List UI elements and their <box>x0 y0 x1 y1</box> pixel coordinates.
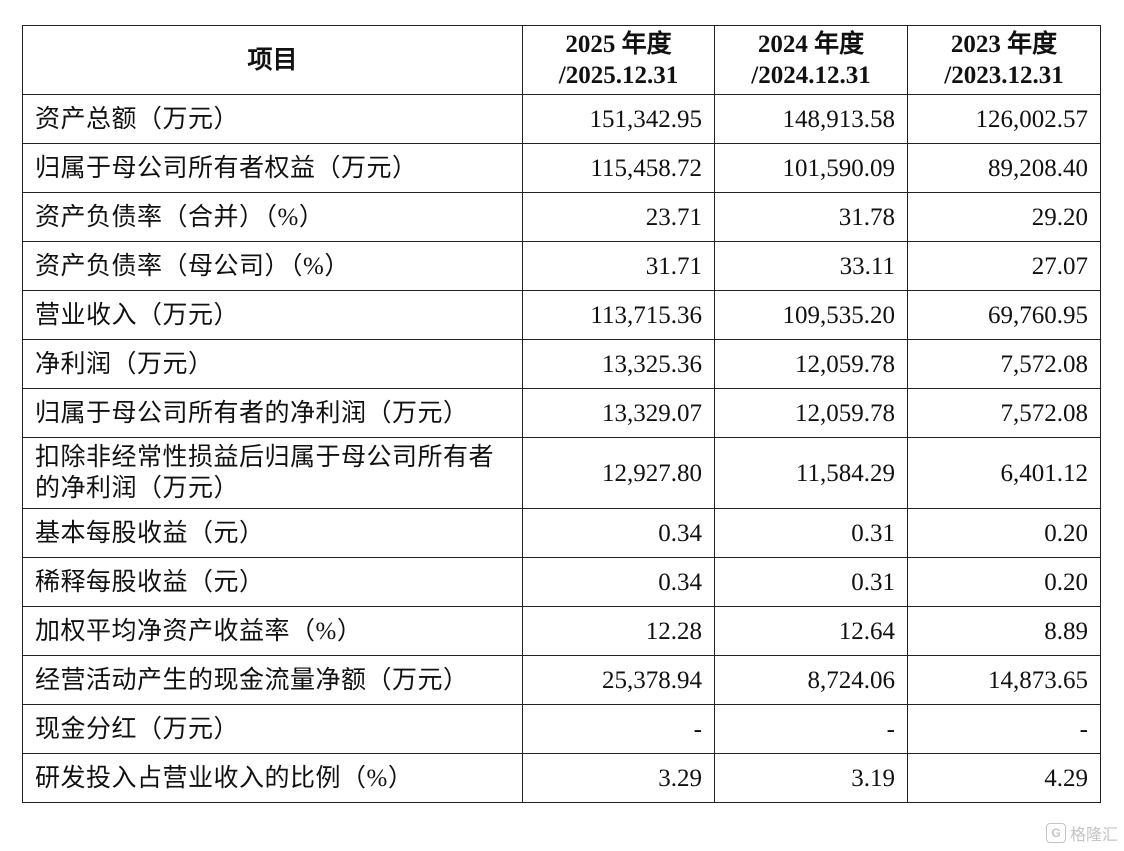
header-2023-date: /2023.12.31 <box>944 62 1064 89</box>
table-header-row: 项目 2025 年度 /2025.12.31 2024 年度 /2024.12.… <box>22 25 1101 95</box>
header-2025-year: 2025 年度 <box>565 31 672 58</box>
table-row: 资产负债率（母公司）（%） 31.71 33.11 27.07 <box>22 241 1101 291</box>
cell-2025: - <box>522 704 715 754</box>
cell-2025: 0.34 <box>522 557 715 607</box>
cell-2025: 12,927.80 <box>522 437 715 509</box>
cell-2025: 25,378.94 <box>522 655 715 705</box>
cell-2024: 8,724.06 <box>714 655 908 705</box>
row-label: 基本每股收益（元） <box>22 508 523 558</box>
row-label: 加权平均净资产收益率（%） <box>22 606 523 656</box>
cell-2023: 14,873.65 <box>907 655 1101 705</box>
cell-2023: 8.89 <box>907 606 1101 656</box>
header-2025: 2025 年度 /2025.12.31 <box>522 25 715 95</box>
watermark-text: 格隆汇 <box>1069 827 1118 844</box>
table-row: 营业收入（万元） 113,715.36 109,535.20 69,760.95 <box>22 290 1101 340</box>
row-label: 资产总额（万元） <box>22 94 523 144</box>
cell-2025: 151,342.95 <box>522 94 715 144</box>
cell-2023: 0.20 <box>907 508 1101 558</box>
cell-2023: 7,572.08 <box>907 339 1101 389</box>
header-2025-date: /2025.12.31 <box>558 62 679 89</box>
cell-2024: 12.64 <box>714 606 908 656</box>
cell-2023: 6,401.12 <box>907 437 1101 509</box>
cell-2023: 29.20 <box>907 192 1101 242</box>
watermark: G 格隆汇 <box>1045 821 1118 845</box>
financial-summary-table: 项目 2025 年度 /2025.12.31 2024 年度 /2024.12.… <box>22 25 1101 803</box>
table-row: 资产负债率（合并）（%） 23.71 31.78 29.20 <box>22 192 1101 242</box>
cell-2023: 126,002.57 <box>907 94 1101 144</box>
table-row: 扣除非经常性损益后归属于母公司所有者的净利润（万元） 12,927.80 11,… <box>22 437 1101 509</box>
row-label: 净利润（万元） <box>22 339 523 389</box>
row-label: 扣除非经常性损益后归属于母公司所有者的净利润（万元） <box>22 437 523 509</box>
row-label: 现金分红（万元） <box>22 704 523 754</box>
table-row: 归属于母公司所有者的净利润（万元） 13,329.07 12,059.78 7,… <box>22 388 1101 438</box>
cell-2023: 0.20 <box>907 557 1101 607</box>
cell-2023: 4.29 <box>907 753 1101 803</box>
cell-2025: 113,715.36 <box>522 290 715 340</box>
cell-2025: 12.28 <box>522 606 715 656</box>
table-row: 归属于母公司所有者权益（万元） 115,458.72 101,590.09 89… <box>22 143 1101 193</box>
header-2024: 2024 年度 /2024.12.31 <box>714 25 908 95</box>
cell-2025: 13,329.07 <box>522 388 715 438</box>
cell-2025: 31.71 <box>522 241 715 291</box>
cell-2023: 69,760.95 <box>907 290 1101 340</box>
row-label: 资产负债率（合并）（%） <box>22 192 523 242</box>
cell-2024: 109,535.20 <box>714 290 908 340</box>
row-label: 研发投入占营业收入的比例（%） <box>22 753 523 803</box>
cell-2024: 3.19 <box>714 753 908 803</box>
cell-2023: 7,572.08 <box>907 388 1101 438</box>
row-label: 营业收入（万元） <box>22 290 523 340</box>
cell-2024: 148,913.58 <box>714 94 908 144</box>
cell-2024: - <box>714 704 908 754</box>
cell-2024: 12,059.78 <box>714 339 908 389</box>
cell-2024: 0.31 <box>714 557 908 607</box>
table-row: 资产总额（万元） 151,342.95 148,913.58 126,002.5… <box>22 94 1101 144</box>
row-label: 稀释每股收益（元） <box>22 557 523 607</box>
cell-2024: 101,590.09 <box>714 143 908 193</box>
cell-2023: 27.07 <box>907 241 1101 291</box>
cell-2025: 115,458.72 <box>522 143 715 193</box>
cell-2024: 12,059.78 <box>714 388 908 438</box>
table-row: 基本每股收益（元） 0.34 0.31 0.20 <box>22 508 1101 558</box>
header-2023-year: 2023 年度 <box>950 31 1058 58</box>
table-row: 净利润（万元） 13,325.36 12,059.78 7,572.08 <box>22 339 1101 389</box>
cell-2023: - <box>907 704 1101 754</box>
cell-2023: 89,208.40 <box>907 143 1101 193</box>
header-item-label: 项目 <box>247 46 298 74</box>
cell-2024: 33.11 <box>714 241 908 291</box>
table-row: 加权平均净资产收益率（%） 12.28 12.64 8.89 <box>22 606 1101 656</box>
table-row: 稀释每股收益（元） 0.34 0.31 0.20 <box>22 557 1101 607</box>
row-label: 归属于母公司所有者的净利润（万元） <box>22 388 523 438</box>
table-row: 研发投入占营业收入的比例（%） 3.29 3.19 4.29 <box>22 753 1101 803</box>
gelonghui-logo-icon: G <box>1045 823 1066 843</box>
cell-2025: 3.29 <box>522 753 715 803</box>
cell-2024: 11,584.29 <box>714 437 908 509</box>
row-label: 资产负债率（母公司）（%） <box>22 241 523 291</box>
row-label: 经营活动产生的现金流量净额（万元） <box>22 655 523 705</box>
table-row: 经营活动产生的现金流量净额（万元） 25,378.94 8,724.06 14,… <box>22 655 1101 705</box>
cell-2024: 31.78 <box>714 192 908 242</box>
table-row: 现金分红（万元） - - - <box>22 704 1101 754</box>
header-item: 项目 <box>22 25 523 95</box>
cell-2025: 23.71 <box>522 192 715 242</box>
cell-2025: 0.34 <box>522 508 715 558</box>
header-2024-date: /2024.12.31 <box>751 62 871 89</box>
cell-2024: 0.31 <box>714 508 908 558</box>
header-2023: 2023 年度 /2023.12.31 <box>907 25 1101 95</box>
header-2024-year: 2024 年度 <box>757 31 865 58</box>
cell-2025: 13,325.36 <box>522 339 715 389</box>
row-label: 归属于母公司所有者权益（万元） <box>22 143 523 193</box>
